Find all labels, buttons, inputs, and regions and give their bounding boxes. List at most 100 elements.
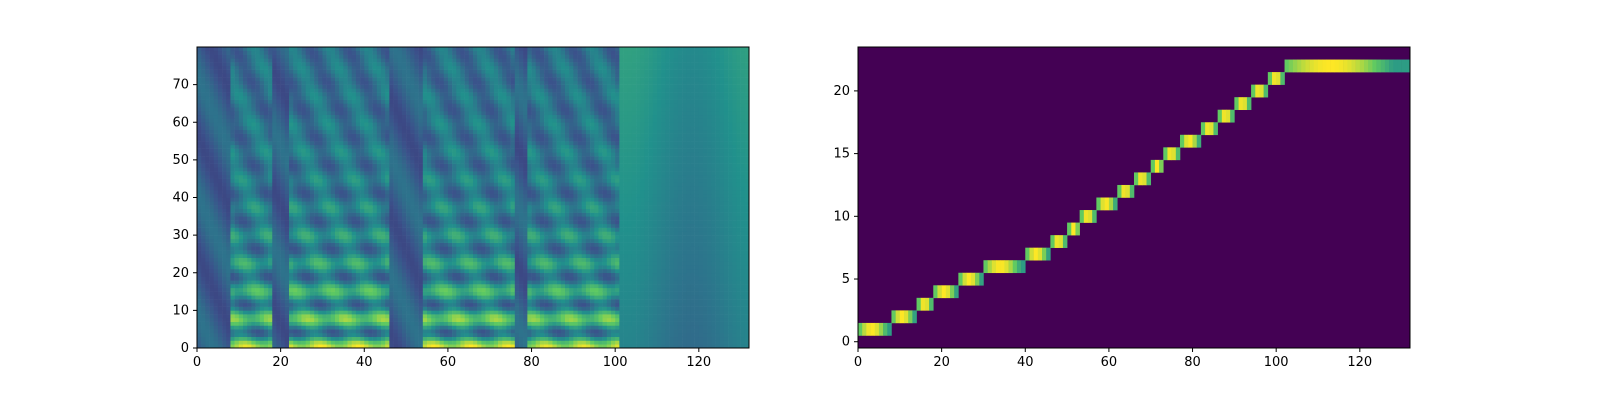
- heat-cell: [410, 268, 415, 274]
- heat-cell: [309, 231, 315, 236]
- heat-cell: [297, 182, 302, 187]
- heat-cell: [234, 299, 240, 304]
- heat-cell: [263, 144, 269, 149]
- heat-cell: [351, 306, 357, 311]
- heat-cell: [222, 144, 227, 149]
- heat-cell: [330, 73, 336, 78]
- heat-cell: [368, 336, 373, 341]
- heat-cell: [422, 197, 428, 202]
- heat-cell: [297, 152, 302, 157]
- heat-cell: [435, 242, 440, 247]
- heat-cell: [222, 329, 227, 334]
- heat-cell: [435, 276, 440, 281]
- heat-cell: [268, 272, 273, 277]
- heat-cell: [322, 314, 327, 319]
- heat-cell: [431, 133, 436, 138]
- heat-cell: [284, 58, 290, 63]
- heat-cell: [259, 69, 265, 74]
- heat-cell: [243, 257, 248, 262]
- heat-cell: [284, 205, 290, 210]
- heat-cell: [414, 201, 419, 206]
- heat-cell: [418, 65, 424, 70]
- heat-cell: [351, 159, 357, 164]
- heat-cell: [427, 287, 432, 292]
- heat-cell: [247, 336, 252, 341]
- heat-cell: [314, 321, 319, 326]
- heat-cell: [263, 137, 269, 142]
- heat-cell: [234, 84, 240, 89]
- heat-cell: [322, 220, 327, 225]
- heat-cell: [381, 62, 386, 67]
- heat-cell: [226, 268, 231, 274]
- heat-cell: [351, 261, 357, 266]
- heat-cell: [406, 317, 411, 322]
- heat-cell: [255, 208, 261, 213]
- heat-cell: [339, 77, 344, 82]
- heat-cell: [222, 238, 227, 243]
- heat-cell: [238, 280, 244, 285]
- heat-cell: [213, 88, 219, 93]
- heat-cell: [289, 291, 294, 296]
- heat-cell: [305, 47, 311, 52]
- heat-cell: [389, 242, 394, 247]
- heat-cell: [272, 317, 277, 322]
- heat-cell: [251, 133, 256, 138]
- heat-cell: [397, 235, 403, 240]
- heat-cell: [418, 220, 424, 225]
- heat-cell: [255, 302, 261, 307]
- heat-cell: [326, 306, 332, 311]
- heat-cell: [243, 141, 248, 146]
- heat-cell: [297, 336, 302, 341]
- heat-cell: [222, 265, 227, 270]
- heat-cell: [213, 268, 219, 274]
- heat-cell: [222, 291, 227, 296]
- heat-cell: [339, 137, 344, 142]
- heat-cell: [309, 99, 315, 104]
- heat-cell: [222, 88, 227, 93]
- heat-cell: [427, 88, 432, 93]
- heat-cell: [284, 174, 290, 179]
- heat-cell: [418, 253, 424, 258]
- heat-cell: [326, 178, 332, 183]
- heat-cell: [201, 344, 206, 349]
- heat-cell: [272, 235, 277, 240]
- heat-cell: [427, 171, 432, 176]
- heat-cell: [330, 88, 336, 93]
- heat-cell: [243, 250, 248, 255]
- heat-cell: [251, 306, 256, 311]
- heat-cell: [234, 295, 240, 300]
- heat-cell: [255, 110, 261, 116]
- heat-cell: [293, 306, 298, 311]
- heat-cell: [443, 227, 449, 232]
- heat-cell: [397, 47, 403, 52]
- heat-cell: [259, 332, 265, 338]
- heat-cell: [422, 306, 428, 311]
- heat-cell: [397, 272, 403, 277]
- heat-cell: [217, 227, 223, 232]
- heat-cell: [393, 325, 399, 330]
- heat-cell: [418, 137, 424, 142]
- heat-cell: [406, 50, 411, 55]
- heat-cell: [418, 47, 424, 52]
- heat-cell: [268, 295, 273, 300]
- heat-cell: [439, 314, 445, 319]
- heat-cell: [293, 310, 298, 315]
- heat-cell: [410, 73, 415, 78]
- heat-cell: [263, 238, 269, 243]
- heat-cell: [205, 174, 210, 179]
- heat-cell: [406, 276, 411, 281]
- heat-cell: [347, 65, 353, 70]
- heat-cell: [289, 47, 294, 52]
- heat-cell: [301, 73, 307, 78]
- heat-cell: [427, 122, 432, 127]
- heat-cell: [217, 329, 223, 334]
- heat-cell: [355, 178, 361, 183]
- heat-cell: [431, 69, 436, 74]
- heat-cell: [351, 163, 357, 168]
- heat-cell: [247, 114, 252, 119]
- heat-cell: [335, 291, 340, 296]
- heat-cell: [406, 58, 411, 63]
- heat-cell: [284, 272, 290, 277]
- heat-cell: [209, 144, 215, 149]
- heat-cell: [289, 171, 294, 176]
